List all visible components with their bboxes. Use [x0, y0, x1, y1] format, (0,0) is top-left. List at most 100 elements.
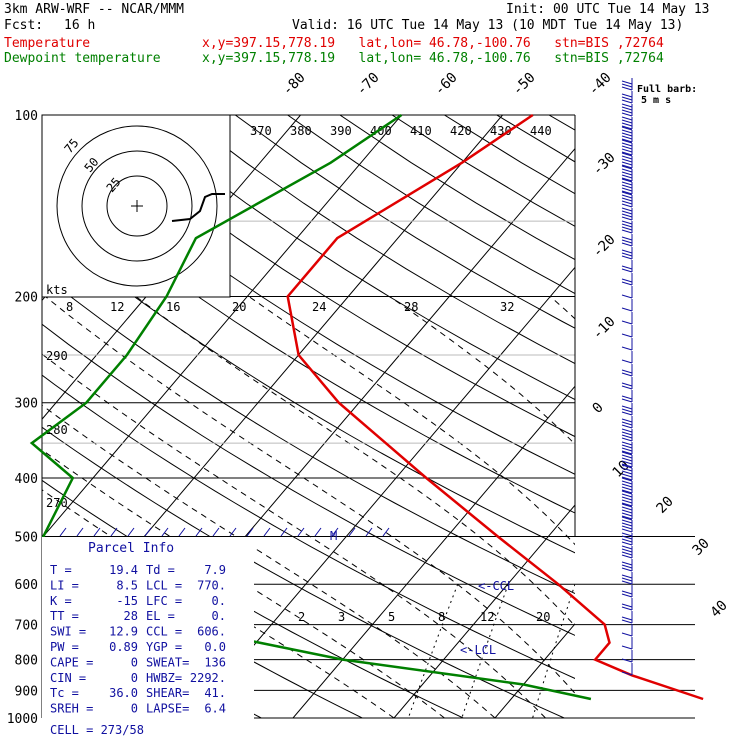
parcel-info-label: HWBZ= [146, 671, 182, 685]
moist-adiabat [698, 297, 740, 719]
wind-barb [621, 249, 633, 254]
wind-barb [621, 333, 633, 338]
temperature-tick-label: 40 [708, 598, 731, 621]
pressure-label: 1000 [7, 712, 38, 727]
parcel-info-value: 6.4 [204, 702, 226, 716]
pressure-label: 900 [15, 684, 38, 699]
wind-barb [621, 464, 633, 469]
dry-adiabat [548, 115, 575, 131]
parcel-info-label: SREH = [50, 702, 93, 716]
temperature-tick-label: -50 [510, 70, 539, 99]
mixing-ratio-label: 20 [232, 300, 246, 314]
wind-barb [621, 454, 633, 459]
wind-barb [621, 632, 633, 637]
parcel-info-label: K = [50, 594, 72, 608]
wind-barb [621, 116, 633, 121]
pressure-label: 600 [15, 578, 38, 593]
wind-barb [621, 265, 633, 270]
wind-barb [621, 96, 633, 101]
wind-barb [621, 126, 633, 131]
wind-barb [621, 369, 633, 374]
wind-barb [621, 486, 633, 491]
parcel-info-value: 8.5 [116, 578, 138, 592]
dry-adiabat [444, 115, 575, 195]
lfc-tick [331, 527, 339, 537]
lfc-tick [246, 527, 254, 537]
parcel-info-value: 0. [212, 609, 226, 623]
wind-barb [621, 138, 633, 143]
wind-barb [621, 444, 633, 449]
wind-barb [621, 548, 633, 553]
hodograph-units: kts [46, 283, 68, 297]
wind-barb [621, 405, 633, 410]
parcel-info-value: -15 [116, 594, 138, 608]
isotherm [42, 115, 402, 539]
wind-barb [621, 538, 633, 543]
lfc-tick [195, 527, 203, 537]
pressure-label: 100 [15, 109, 38, 124]
parcel-info-label: PW = [50, 640, 79, 654]
parcel-info-label: Tc = [50, 686, 79, 700]
wind-barb [621, 493, 633, 498]
temperature-tick-label: -70 [354, 70, 383, 99]
parcel-info-value: 0 [131, 671, 138, 685]
parcel-info-label: EL = [146, 609, 175, 623]
moist-adiabat [42, 404, 496, 718]
wind-barb [621, 411, 633, 416]
theta-tick-label: 280 [46, 423, 68, 437]
wind-barb [621, 567, 633, 572]
dry-adiabat [496, 115, 575, 163]
theta-tick-label: 430 [490, 124, 512, 138]
temperature-tick-label: -40 [586, 70, 615, 99]
dewpoint-legend: Dewpoint temperature [4, 51, 161, 66]
mixing-ratio-label: 16 [166, 300, 180, 314]
wind-barb [621, 178, 633, 183]
parcel-info-value: 606. [197, 625, 226, 639]
parcel-info-label: CIN = [50, 671, 86, 685]
wind-barb [621, 658, 633, 663]
wind-barb [621, 470, 633, 475]
wind-barb [621, 447, 633, 452]
parcel-info-value: 41. [204, 686, 226, 700]
parcel-info-value: 0.0 [204, 640, 226, 654]
wind-barb [621, 86, 633, 91]
parcel-info-value: 0.89 [109, 640, 138, 654]
wind-barb [621, 473, 633, 478]
wind-barb [621, 164, 633, 169]
wind-barb [621, 671, 633, 676]
isotherm [393, 504, 575, 718]
temperature-tick-label: 0 [590, 400, 607, 417]
wind-barb [621, 181, 633, 186]
theta-tick-label: 440 [530, 124, 552, 138]
lfc-tick [263, 527, 271, 537]
wind-barb [621, 437, 633, 442]
wind-barb [621, 477, 633, 482]
lfc-tick [382, 527, 390, 537]
wind-barb [621, 593, 633, 598]
ccl-marker: <-CCL [478, 579, 514, 593]
wind-barb [621, 590, 633, 595]
isotherm [596, 115, 740, 718]
parcel-info-label: CCL = [146, 625, 182, 639]
parcel-info-label: YGP = [146, 640, 182, 654]
wind-barb [621, 171, 633, 176]
wind-barb [621, 554, 633, 559]
wind-barb [621, 467, 633, 472]
wind-barb [621, 528, 633, 533]
wind-barb [621, 190, 633, 195]
wind-barb [621, 226, 633, 231]
parcel-info-value: 0. [212, 594, 226, 608]
wind-barb [621, 252, 633, 257]
temperature-tick-label: -10 [590, 314, 619, 343]
wind-barb [621, 522, 633, 527]
moist-adiabat [549, 296, 575, 320]
wind-barb [621, 142, 633, 147]
wind-barb [621, 502, 633, 507]
parcel-info-title: Parcel Info [88, 541, 174, 556]
wind-barb [621, 431, 633, 436]
wind-barb [621, 177, 633, 182]
pressure-label: 700 [15, 619, 38, 634]
moist-adiabat [135, 296, 575, 627]
isotherm [494, 623, 575, 718]
wind-barb [621, 509, 633, 514]
